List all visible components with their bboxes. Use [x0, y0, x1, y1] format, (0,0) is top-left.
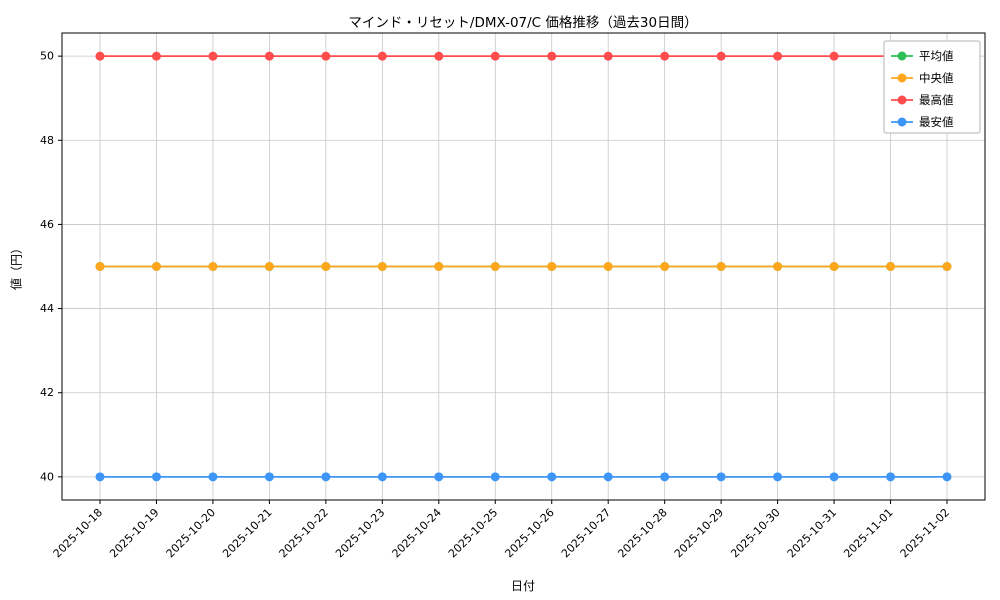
y-tick-label: 42 [40, 386, 54, 399]
data-point-max [264, 51, 274, 61]
y-tick-label: 40 [40, 470, 54, 483]
data-point-max [773, 51, 783, 61]
data-point-max [603, 51, 613, 61]
data-point-min [773, 472, 783, 482]
x-tick-label: 2025-10-31 [785, 506, 839, 560]
data-point-min [829, 472, 839, 482]
data-point-median [95, 262, 105, 271]
data-point-min [886, 472, 896, 482]
data-point-max [547, 51, 557, 61]
x-tick-label: 2025-10-18 [51, 506, 105, 560]
data-point-max [660, 51, 670, 61]
data-point-median [773, 262, 783, 271]
legend-marker-dot-min [897, 117, 907, 127]
x-tick-label: 2025-10-24 [390, 506, 444, 560]
x-tick-label: 2025-10-26 [502, 506, 556, 560]
data-point-min [377, 472, 387, 482]
data-point-median [829, 262, 839, 271]
x-tick-label: 2025-10-30 [728, 506, 782, 560]
x-tick-label: 2025-10-20 [164, 506, 218, 560]
data-point-max [208, 51, 218, 61]
data-point-median [377, 262, 387, 271]
x-tick-label: 2025-11-01 [841, 506, 895, 560]
x-axis-label: 日付 [510, 579, 536, 593]
data-point-min [208, 472, 218, 482]
data-point-max [95, 51, 105, 61]
data-point-min [264, 472, 274, 482]
x-tick-label: 2025-10-25 [446, 506, 500, 560]
data-point-median [716, 262, 726, 271]
legend-marker-dot-average [897, 51, 907, 61]
x-tick-label: 2025-10-27 [559, 506, 613, 560]
y-tick-label: 48 [40, 134, 54, 147]
data-point-min [151, 472, 161, 482]
legend-label-median: 中央値 [919, 71, 954, 85]
data-point-max [716, 51, 726, 61]
x-tick-label: 2025-10-19 [107, 506, 161, 560]
data-point-min [490, 472, 500, 482]
data-point-min [942, 472, 952, 482]
x-tick-label: 2025-10-22 [277, 506, 331, 560]
chart-title: マインド・リセット/DMX-07/C 価格推移（過去30日間） [348, 15, 698, 31]
series-max [95, 51, 952, 61]
y-tick-label: 44 [40, 302, 54, 315]
data-point-median [603, 262, 613, 271]
data-point-min [434, 472, 444, 482]
data-point-median [660, 262, 670, 271]
x-tick-label: 2025-10-29 [672, 506, 726, 560]
series-min [95, 472, 952, 482]
data-point-median [490, 262, 500, 271]
data-point-median [434, 262, 444, 271]
data-point-max [151, 51, 161, 61]
data-point-min [603, 472, 613, 482]
data-point-min [95, 472, 105, 482]
data-point-max [377, 51, 387, 61]
data-point-median [264, 262, 274, 271]
data-point-max [321, 51, 331, 61]
data-point-max [490, 51, 500, 61]
data-point-median [886, 262, 896, 271]
axes-box [61, 32, 986, 501]
data-point-median [208, 262, 218, 271]
legend-label-average: 平均値 [919, 49, 954, 63]
x-tick-label: 2025-10-23 [333, 506, 387, 560]
x-tick-label: 2025-11-02 [898, 506, 952, 560]
legend-label-min: 最安値 [919, 115, 954, 129]
legend-label-max: 最高値 [919, 93, 954, 107]
y-tick-label: 50 [40, 50, 54, 63]
data-point-median [151, 262, 161, 271]
tick-marks [58, 55, 948, 504]
data-point-min [321, 472, 331, 482]
x-tick-label: 2025-10-21 [220, 506, 274, 560]
data-point-min [660, 472, 670, 482]
data-point-median [547, 262, 557, 271]
data-point-median [321, 262, 331, 271]
series-median [95, 262, 952, 271]
data-point-median [942, 262, 952, 271]
data-point-max [829, 51, 839, 61]
y-tick-label: 46 [40, 218, 54, 231]
legend-marker-dot-median [897, 73, 907, 83]
data-point-max [434, 51, 444, 61]
x-tick-label: 2025-10-28 [615, 506, 669, 560]
data-point-min [547, 472, 557, 482]
legend-box [883, 40, 981, 134]
data-point-min [716, 472, 726, 482]
legend-marker-dot-max [897, 95, 907, 105]
